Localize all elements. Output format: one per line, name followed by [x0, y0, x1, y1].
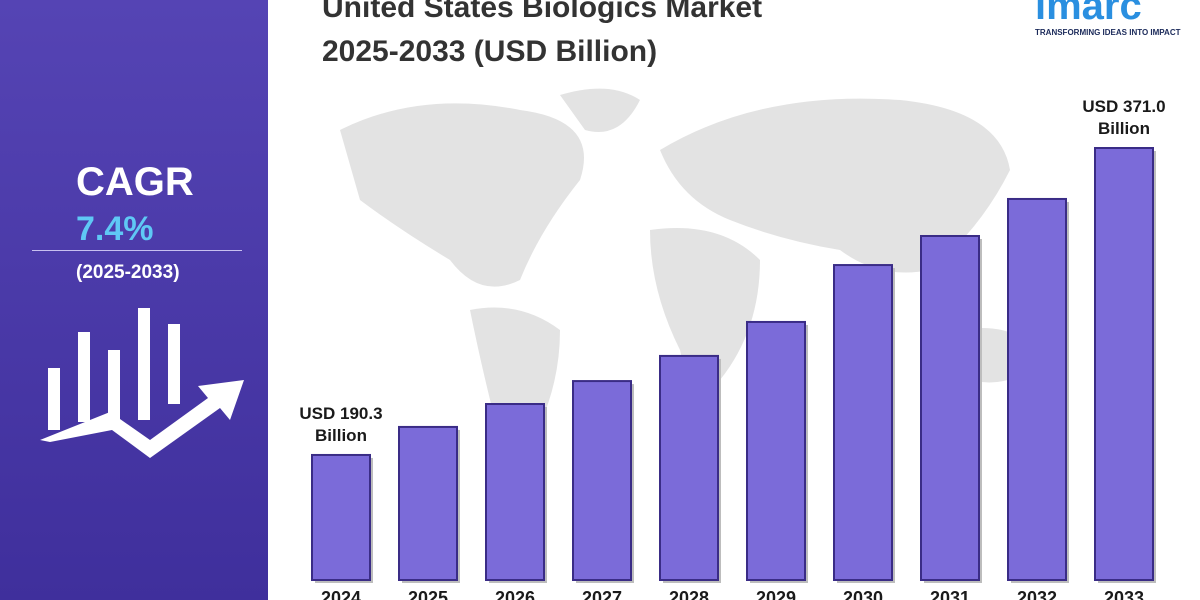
x-tick-label: 2024 [320, 588, 362, 600]
bar [659, 354, 719, 581]
cagr-label: CAGR [76, 160, 194, 204]
x-tick-label: 2033 [1103, 588, 1145, 600]
bar [311, 453, 371, 582]
bar [485, 403, 545, 581]
x-tick-label: 2026 [494, 588, 536, 600]
x-tick-label: 2032 [1016, 588, 1058, 600]
logo-tagline: TRANSFORMING IDEAS INTO IMPACT [1035, 28, 1181, 37]
bar [398, 425, 458, 582]
growth-icon [40, 308, 244, 458]
x-tick-label: 2025 [407, 588, 449, 600]
x-tick-label: 2031 [929, 588, 971, 600]
x-tick-label: 2028 [668, 588, 710, 600]
bar [920, 234, 980, 581]
divider [32, 250, 242, 251]
logo: imarc [1035, 0, 1142, 28]
bar [1094, 147, 1154, 581]
data-label: USD 371.0 Billion [1082, 97, 1166, 138]
x-tick-label: 2027 [581, 588, 623, 600]
bar [1007, 197, 1067, 581]
bar [833, 264, 893, 581]
bar [746, 320, 806, 581]
chart-title: United States Biologics Market 2025-2033… [322, 0, 763, 68]
x-tick-label: 2029 [755, 588, 797, 600]
x-tick-label: 2030 [842, 588, 884, 600]
cagr-value: 7.4% [76, 210, 154, 248]
data-label: USD 190.3 Billion [299, 403, 383, 445]
cagr-period: (2025-2033) [76, 262, 180, 283]
bar [572, 380, 632, 581]
side-panel: CAGR 7.4% (2025-2033) [0, 0, 268, 600]
